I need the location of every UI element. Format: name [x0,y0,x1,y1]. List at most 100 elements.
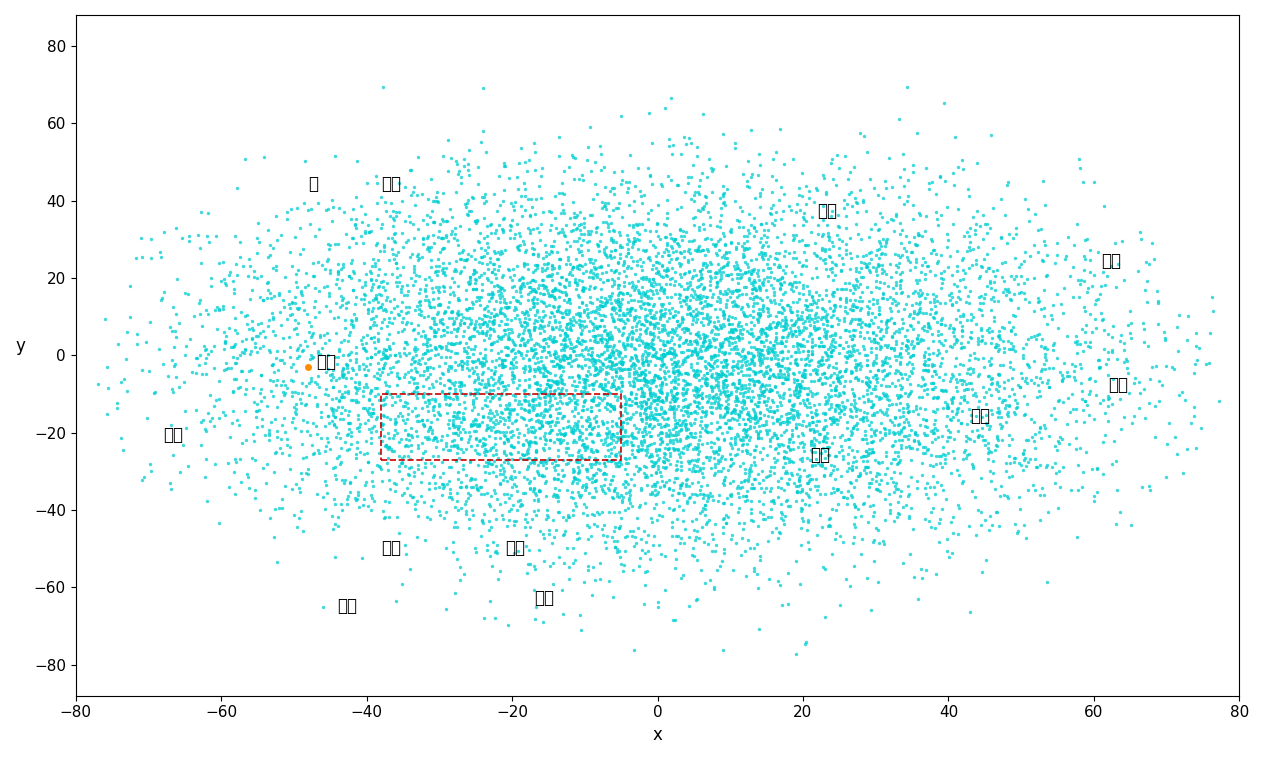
Point [737,298,757,310]
Point [597,294,617,306]
Point [690,175,710,187]
Point [559,268,579,280]
Point [284,297,305,309]
Point [1014,255,1034,267]
Point [544,262,564,274]
Point [796,402,817,414]
Point [611,400,631,412]
Point [556,258,576,270]
Point [927,368,947,380]
Point [715,252,736,264]
Point [813,358,833,370]
Point [493,513,513,525]
Point [514,190,535,202]
Point [302,439,322,451]
Point [887,507,908,519]
Point [475,316,495,328]
Point [930,272,951,284]
Point [592,506,612,518]
Point [861,423,881,435]
Point [267,234,287,246]
Point [368,269,388,281]
Point [857,354,877,366]
Point [908,475,928,487]
Point [489,392,509,405]
Point [537,405,557,417]
Point [557,236,578,248]
Point [384,349,404,361]
Point [650,438,670,450]
Point [1106,281,1126,293]
Point [387,300,407,312]
Point [325,411,345,423]
Point [957,244,977,257]
Point [969,291,990,303]
Point [863,407,884,419]
Point [656,361,676,373]
Point [804,297,824,309]
Point [1124,377,1144,389]
Point [996,416,1016,428]
Point [514,402,535,414]
Point [444,434,464,446]
Point [402,352,422,364]
Point [444,276,464,288]
Point [406,410,426,422]
Point [681,317,702,329]
Point [897,340,918,352]
Point [561,422,581,434]
Point [346,395,367,408]
Point [355,476,375,488]
Point [653,455,674,468]
Point [817,316,837,328]
Point [909,298,929,310]
Point [751,323,771,335]
Point [672,346,693,358]
Point [642,280,662,292]
Point [538,415,559,427]
Point [465,412,485,424]
Point [853,498,873,510]
Point [468,408,488,420]
Point [583,305,603,317]
Point [518,461,538,474]
Point [832,430,852,442]
Point [398,366,418,378]
Point [440,382,460,394]
Point [384,349,404,361]
Point [645,298,665,310]
Point [575,546,595,559]
Point [358,307,378,319]
Point [734,418,755,430]
Point [652,376,672,389]
Point [750,623,770,635]
Point [688,330,708,342]
Point [291,505,311,517]
Point [224,373,244,385]
Point [763,342,784,354]
Point [449,429,469,441]
Point [652,355,672,367]
Point [445,266,465,278]
Point [1073,301,1093,313]
Point [689,225,709,237]
Point [224,465,244,477]
Point [715,301,736,313]
Point [495,329,516,341]
Point [678,455,698,467]
Point [1045,457,1066,469]
Point [947,280,967,292]
Point [670,479,690,491]
Point [691,372,712,384]
Point [480,288,501,301]
Point [975,439,995,452]
Point [746,368,766,380]
Point [580,315,600,327]
Point [930,360,951,372]
Point [426,432,446,444]
Point [593,243,613,255]
Point [676,480,696,492]
Point [800,368,820,380]
Point [810,488,830,500]
Point [624,312,645,324]
